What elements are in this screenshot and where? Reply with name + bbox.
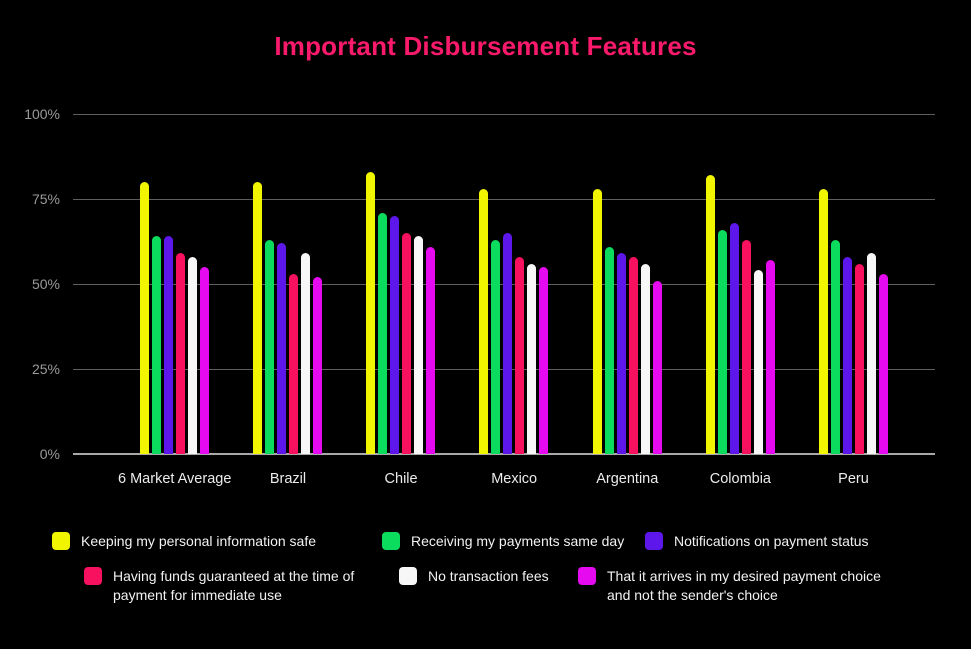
bar <box>426 246 436 454</box>
bar <box>164 236 174 454</box>
bar <box>628 256 638 454</box>
legend-label: That it arrives in my desired payment ch… <box>607 568 881 603</box>
chart-title: Important Disbursement Features <box>274 31 697 61</box>
bar <box>717 229 727 454</box>
x-axis-line <box>73 453 935 455</box>
bar <box>765 260 775 454</box>
y-tick-label: 25% <box>31 361 60 377</box>
bar <box>200 267 210 454</box>
bar <box>253 182 263 454</box>
legend-label: Keeping my personal information safe <box>81 533 317 549</box>
legend-label: Receiving my payments same day <box>411 533 625 549</box>
x-axis-label: Peru <box>838 471 869 487</box>
plot-area: 0% 25% 50% 75% 100% <box>24 106 935 462</box>
bar-group <box>231 114 344 454</box>
x-axis-label: Argentina <box>596 471 659 487</box>
bar <box>265 239 275 454</box>
legend-item: Having funds guaranteed at the time of p… <box>84 567 377 605</box>
bar-group <box>684 114 797 454</box>
bar <box>414 236 424 454</box>
bar <box>830 239 840 454</box>
legend-item: That it arrives in my desired payment ch… <box>578 567 901 605</box>
gridline <box>73 114 935 115</box>
bar <box>503 233 513 454</box>
legend-label: Having funds guaranteed at the time of p… <box>113 568 355 603</box>
legend-label: No transaction fees <box>428 568 549 584</box>
bar <box>378 212 388 454</box>
bar <box>491 239 501 454</box>
y-tick-label: 100% <box>24 106 60 122</box>
y-tick-label: 0% <box>39 446 60 462</box>
bar <box>301 253 311 454</box>
bar <box>705 175 715 454</box>
x-axis-label: Brazil <box>269 471 307 487</box>
bar <box>539 267 549 454</box>
bar <box>188 256 198 454</box>
bar <box>652 280 662 454</box>
bar-groups <box>118 114 910 454</box>
gridline <box>73 199 935 200</box>
bar <box>640 263 650 454</box>
bar <box>277 243 287 454</box>
bar <box>592 188 602 454</box>
y-tick-label: 75% <box>31 191 60 207</box>
x-axis-label: 6 Market Average <box>118 471 232 487</box>
bar <box>878 273 888 454</box>
y-tick-label: 50% <box>31 276 60 292</box>
bar <box>390 216 400 454</box>
x-axis-label: Colombia <box>709 471 771 487</box>
bar-group <box>344 114 457 454</box>
bar-group <box>797 114 910 454</box>
legend-label: Notifications on payment status <box>674 533 869 549</box>
x-axis-label: Chile <box>384 471 418 487</box>
bar-group <box>118 114 231 454</box>
bar <box>289 273 299 454</box>
bar <box>753 270 763 454</box>
legend-swatch-purple <box>645 532 663 550</box>
bar <box>616 253 626 454</box>
legend-swatch-white <box>399 567 417 585</box>
bar-group <box>571 114 684 454</box>
legend-swatch-yellow <box>52 532 70 550</box>
legend-swatch-green <box>382 532 400 550</box>
bar <box>402 233 412 454</box>
bar <box>604 246 614 454</box>
legend-item: Keeping my personal information safe <box>52 532 316 551</box>
bar <box>479 188 489 454</box>
legend-item: Receiving my payments same day <box>382 532 624 551</box>
legend-swatch-pink <box>84 567 102 585</box>
bar-group <box>457 114 570 454</box>
x-axis-label: Mexico <box>491 471 538 487</box>
bar <box>527 263 537 454</box>
x-axis-labels: 6 Market Average Brazil Chile Mexico Argenti… <box>118 471 910 487</box>
legend-item: Notifications on payment status <box>645 532 869 551</box>
bar <box>818 188 828 454</box>
legend-swatch-magenta <box>578 567 596 585</box>
bar <box>741 239 751 454</box>
bar <box>313 277 323 454</box>
legend-item: No transaction fees <box>399 567 549 586</box>
bar <box>854 263 864 454</box>
bar <box>366 171 376 454</box>
bar <box>842 256 852 454</box>
bar <box>515 256 525 454</box>
bar <box>176 253 186 454</box>
bar <box>866 253 876 454</box>
bar <box>152 236 162 454</box>
bar <box>729 222 739 454</box>
bar <box>140 182 150 454</box>
